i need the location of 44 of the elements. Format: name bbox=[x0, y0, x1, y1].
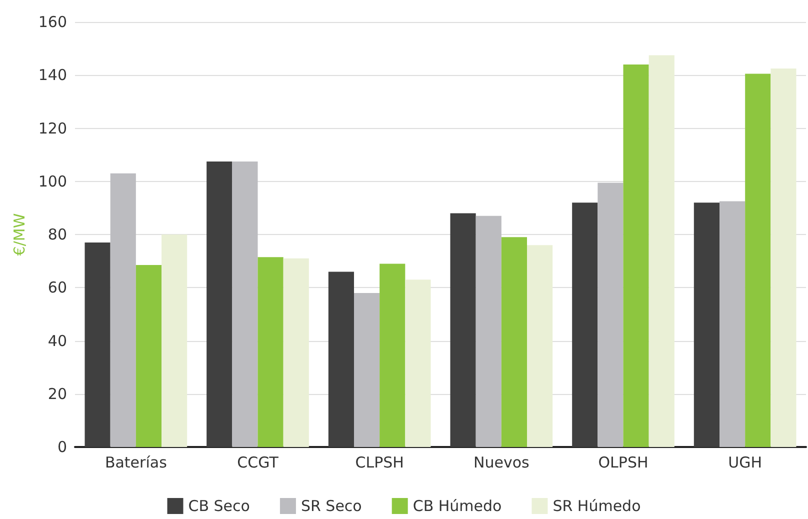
y-tick-label: 100 bbox=[38, 172, 67, 190]
y-tick-label: 40 bbox=[48, 332, 67, 350]
bar bbox=[405, 280, 431, 447]
bar bbox=[354, 292, 380, 447]
y-tick-label: 80 bbox=[48, 226, 67, 244]
bar bbox=[162, 234, 188, 447]
bar bbox=[328, 272, 354, 447]
bar bbox=[720, 201, 746, 447]
bar bbox=[694, 202, 720, 447]
bar bbox=[206, 161, 232, 447]
bar bbox=[648, 55, 674, 447]
x-tick-label: CLPSH bbox=[355, 454, 404, 472]
x-tick-label: CCGT bbox=[237, 454, 280, 472]
x-tick-label: OLPSH bbox=[598, 454, 648, 472]
legend-label: CB Seco bbox=[188, 497, 250, 515]
bar bbox=[745, 74, 771, 447]
bar bbox=[623, 64, 649, 447]
bar bbox=[258, 257, 284, 447]
y-tick-label: 120 bbox=[38, 119, 67, 138]
bar bbox=[501, 237, 527, 447]
legend-label: CB Húmedo bbox=[412, 497, 502, 515]
bar bbox=[770, 68, 796, 447]
y-tick-label: 60 bbox=[48, 278, 67, 297]
bar bbox=[84, 242, 110, 447]
bar bbox=[450, 213, 476, 447]
x-tick-label: UGH bbox=[728, 454, 762, 472]
bar bbox=[527, 245, 553, 447]
bar bbox=[380, 264, 406, 447]
y-tick-label: 20 bbox=[48, 384, 67, 403]
legend-label: SR Húmedo bbox=[552, 497, 641, 515]
bar bbox=[110, 173, 136, 447]
x-tick-label: Nuevos bbox=[474, 454, 530, 472]
y-axis-title: €/MW bbox=[10, 213, 28, 256]
bar bbox=[572, 202, 598, 447]
bar bbox=[598, 182, 624, 447]
x-tick-label: Baterías bbox=[104, 454, 168, 472]
y-tick-label: 0 bbox=[57, 438, 67, 456]
bar bbox=[283, 258, 309, 447]
bar bbox=[136, 265, 162, 447]
bar bbox=[476, 216, 502, 447]
y-tick-label: 160 bbox=[38, 13, 67, 31]
bar bbox=[232, 161, 258, 447]
y-tick-label: 140 bbox=[38, 66, 67, 84]
legend-label: SR Seco bbox=[300, 497, 362, 515]
